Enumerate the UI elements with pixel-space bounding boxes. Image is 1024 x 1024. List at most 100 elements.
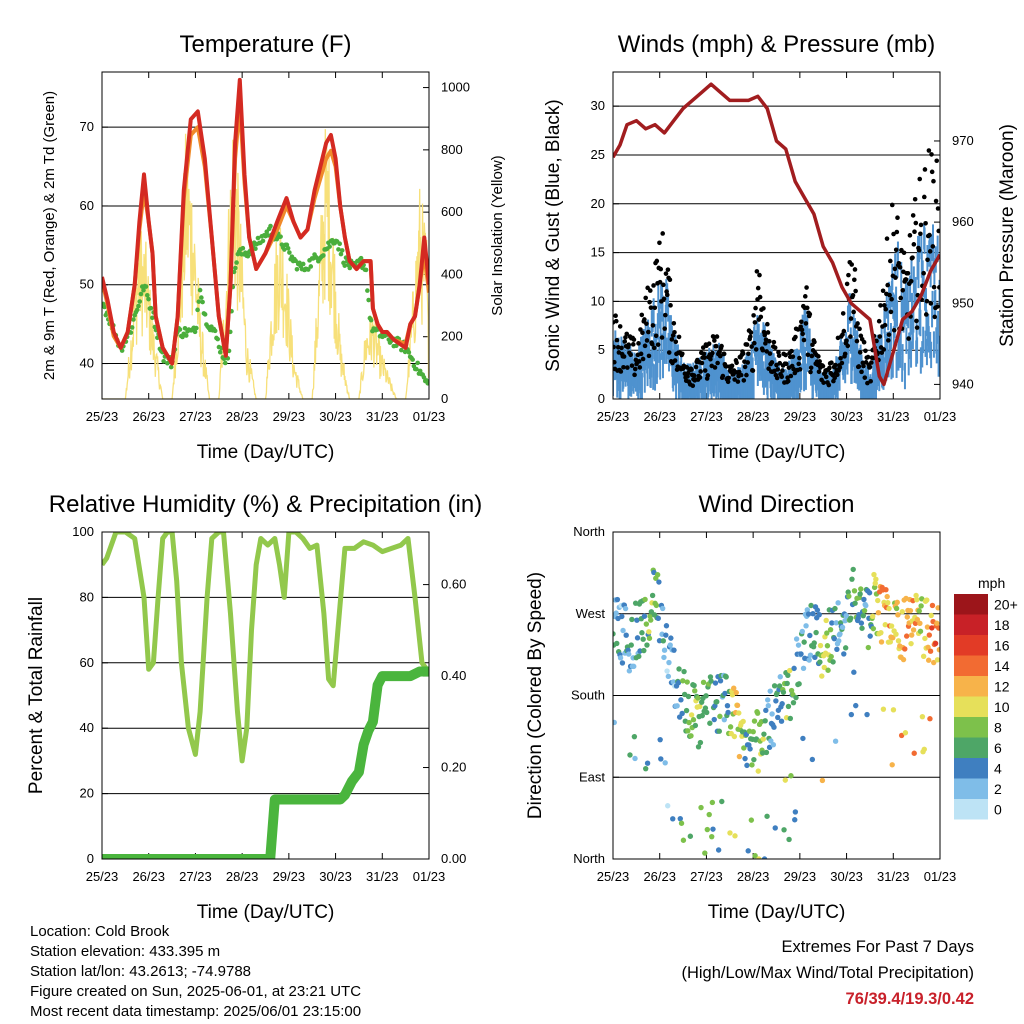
y-tick-label-right: 950 (952, 295, 974, 310)
gust-point (762, 332, 768, 338)
gust-point (622, 339, 628, 344)
direction-point (702, 705, 709, 711)
gust-point (621, 364, 626, 370)
direction-point (761, 731, 767, 737)
gust-point (702, 368, 708, 373)
direction-point (747, 746, 753, 752)
direction-point (661, 654, 667, 661)
x-tick-label: 31/23 (877, 869, 910, 884)
gust-point (693, 364, 699, 370)
direction-point (613, 610, 619, 616)
direction-point (710, 826, 716, 832)
y-tick-label: 60 (80, 198, 94, 213)
gust-point (649, 341, 655, 347)
direction-point (644, 642, 650, 648)
y-tick-label-right: 800 (441, 142, 463, 157)
dewpoint-point (197, 287, 203, 293)
direction-point (936, 625, 940, 631)
direction-point (817, 659, 823, 665)
gust-point (661, 282, 666, 288)
direction-point (631, 733, 638, 740)
x-tick-label: 29/23 (273, 869, 306, 884)
series-relative-humidity (102, 532, 429, 764)
direction-point (808, 602, 814, 609)
direction-point (932, 640, 939, 647)
direction-point (626, 651, 632, 657)
gust-point (918, 222, 924, 228)
chart-title: Wind Direction (698, 491, 854, 518)
gust-point (932, 314, 938, 320)
direction-point (839, 624, 846, 630)
gust-point (644, 321, 649, 326)
x-tick-label: 28/23 (737, 869, 770, 884)
direction-point (781, 827, 787, 833)
colorbar-swatch (954, 758, 988, 779)
direction-point (851, 669, 857, 675)
direction-point (776, 683, 783, 689)
direction-point (828, 653, 834, 660)
direction-point (859, 625, 865, 631)
direction-point (709, 799, 716, 806)
gust-point (936, 228, 940, 234)
gust-point (708, 356, 713, 362)
gust-point (793, 334, 798, 340)
x-tick-label: 29/23 (784, 869, 817, 884)
direction-point (809, 756, 816, 763)
gust-point (744, 372, 749, 378)
y-tick-label: 80 (80, 589, 94, 604)
gust-point (642, 343, 648, 349)
direction-point (716, 728, 722, 734)
x-tick-label: 25/23 (597, 869, 630, 884)
gust-point (753, 305, 758, 311)
gust-point (748, 334, 753, 339)
dewpoint-point (342, 263, 348, 268)
direction-point (632, 755, 638, 762)
direction-point (865, 644, 872, 651)
x-tick-label: 30/23 (319, 869, 352, 884)
gust-point (931, 284, 937, 290)
direction-point (755, 768, 761, 774)
direction-point (683, 707, 690, 714)
x-tick-label: 27/23 (690, 869, 723, 884)
gust-point (621, 354, 627, 359)
direction-point (697, 739, 704, 746)
gust-point (857, 326, 862, 332)
gust-point (880, 288, 886, 294)
gust-point (662, 326, 667, 331)
gust-point (636, 341, 641, 346)
plot-area (102, 77, 429, 399)
gust-point (666, 350, 672, 355)
gust-point (797, 355, 802, 361)
direction-point (767, 688, 773, 694)
gust-point (751, 340, 757, 346)
direction-point (657, 736, 663, 743)
dewpoint-point (134, 307, 140, 313)
direction-point (777, 674, 783, 680)
gust-point (905, 270, 911, 276)
direction-point (824, 630, 830, 636)
gust-point (667, 277, 673, 283)
gust-point (613, 359, 617, 365)
direction-point (812, 654, 818, 661)
x-tick-label: 31/23 (366, 409, 399, 424)
y-tick-label: 20 (80, 786, 94, 801)
gust-point (761, 306, 766, 311)
direction-point (639, 630, 645, 636)
direction-point (640, 636, 646, 642)
direction-point (916, 608, 922, 614)
direction-point (725, 709, 731, 716)
x-axis-label: Time (Day/UTC) (708, 902, 846, 923)
gust-point (712, 338, 717, 343)
plot-area (613, 82, 940, 399)
gust-point (857, 350, 863, 355)
colorbar-title: mph (978, 575, 1005, 591)
colorbar-label: 0 (994, 801, 1002, 817)
gust-point (912, 229, 917, 234)
direction-point (895, 612, 901, 618)
direction-point (646, 635, 653, 641)
gust-point (717, 353, 723, 359)
dewpoint-point (165, 360, 170, 366)
direction-point (688, 712, 695, 718)
direction-point (800, 665, 807, 671)
direction-point (928, 612, 934, 619)
